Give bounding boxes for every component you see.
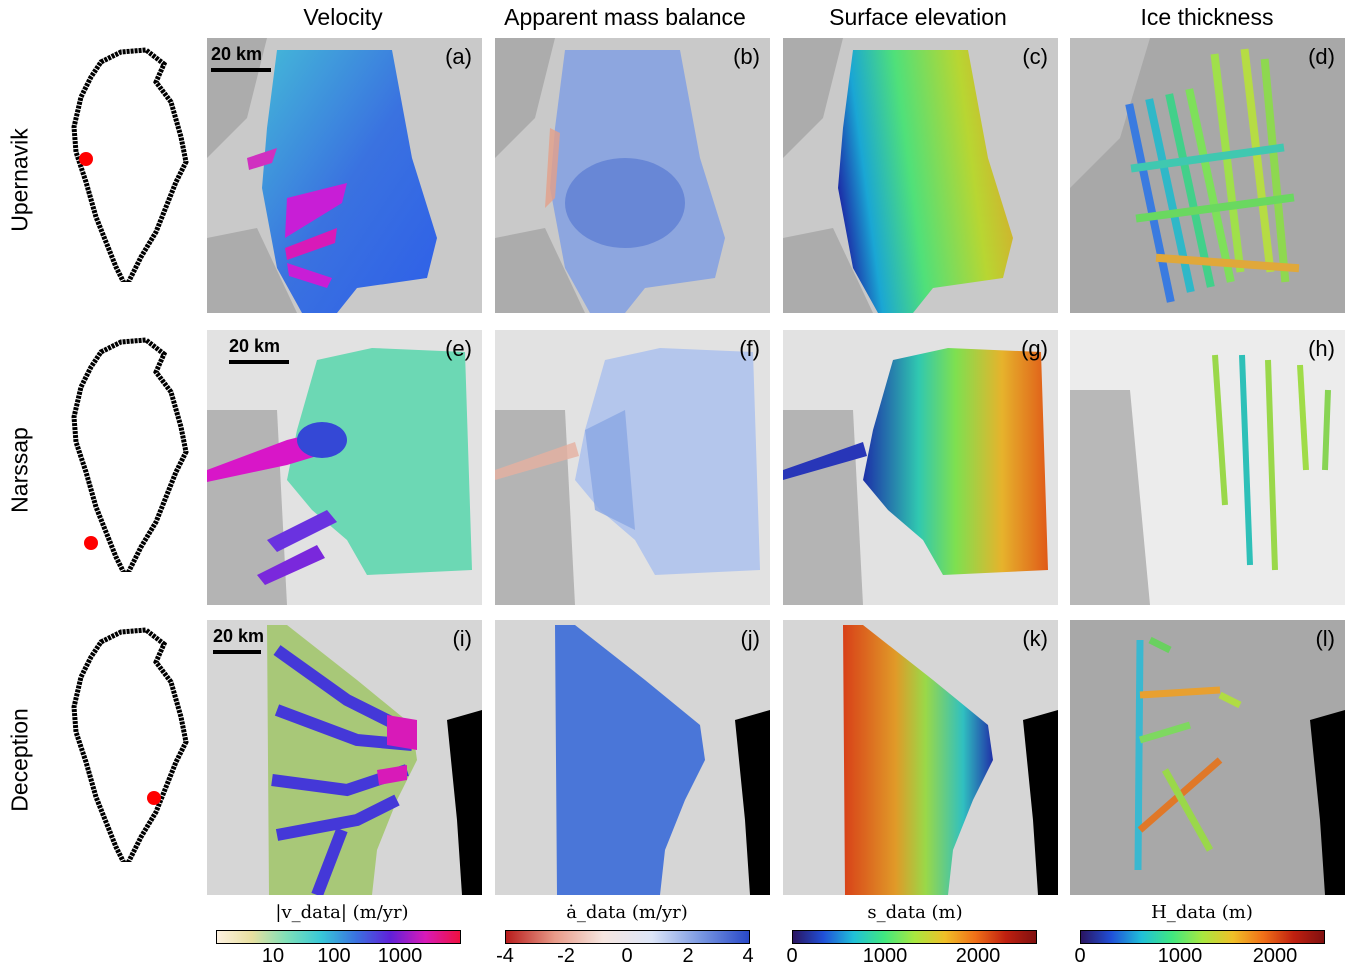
panel-g-elevation-narssap: (g) [783, 330, 1058, 605]
greenland-map-upernavik [71, 47, 189, 282]
row-label-upernavik: Upernavik [6, 128, 33, 232]
panel-j-mass-balance-deception: (j) [495, 620, 770, 895]
colorbar-title-velocity: |v_data| (m/yr) [275, 902, 409, 923]
colorbar-mass-balance [505, 930, 750, 944]
column-title-ice-thickness: Ice thickness [1140, 4, 1274, 30]
colorbar-elevation [792, 930, 1037, 944]
location-marker [79, 152, 93, 166]
panel-e-velocity-narssap: (e) 20 km [207, 330, 482, 605]
colorbar-title-elevation: s_data (m) [867, 902, 963, 923]
scale-bar: 20 km [211, 44, 271, 72]
column-title-mass-balance: Apparent mass balance [504, 4, 746, 30]
column-title-velocity: Velocity [303, 4, 383, 30]
panel-a-velocity-upernavik: (a) 20 km [207, 38, 482, 313]
location-marker [84, 536, 98, 550]
colorbar-velocity [216, 930, 461, 944]
panel-l-thickness-deception: (l) [1070, 620, 1345, 895]
panel-f-mass-balance-narssap: (f) [495, 330, 770, 605]
greenland-map-deception [71, 627, 189, 862]
scale-bar: 20 km [213, 626, 264, 654]
location-marker [147, 791, 161, 805]
colorbar-title-thickness: H_data (m) [1151, 902, 1253, 923]
scale-bar: 20 km [229, 336, 289, 364]
panel-b-mass-balance-upernavik: (b) [495, 38, 770, 313]
colorbar-thickness [1080, 930, 1325, 944]
row-label-narssap: Narssap [6, 427, 33, 513]
panel-i-velocity-deception: (i) 20 km [207, 620, 482, 895]
column-title-surface-elevation: Surface elevation [829, 4, 1007, 30]
greenland-map-narssap [71, 337, 189, 572]
panel-k-elevation-deception: (k) [783, 620, 1058, 895]
panel-d-thickness-upernavik: (d) [1070, 38, 1345, 313]
panel-c-elevation-upernavik: (c) [783, 38, 1058, 313]
panel-h-thickness-narssap: (h) [1070, 330, 1345, 605]
colorbar-title-mass-balance: ȧ_data (m/yr) [566, 902, 688, 923]
row-label-deception: Deception [6, 708, 33, 812]
